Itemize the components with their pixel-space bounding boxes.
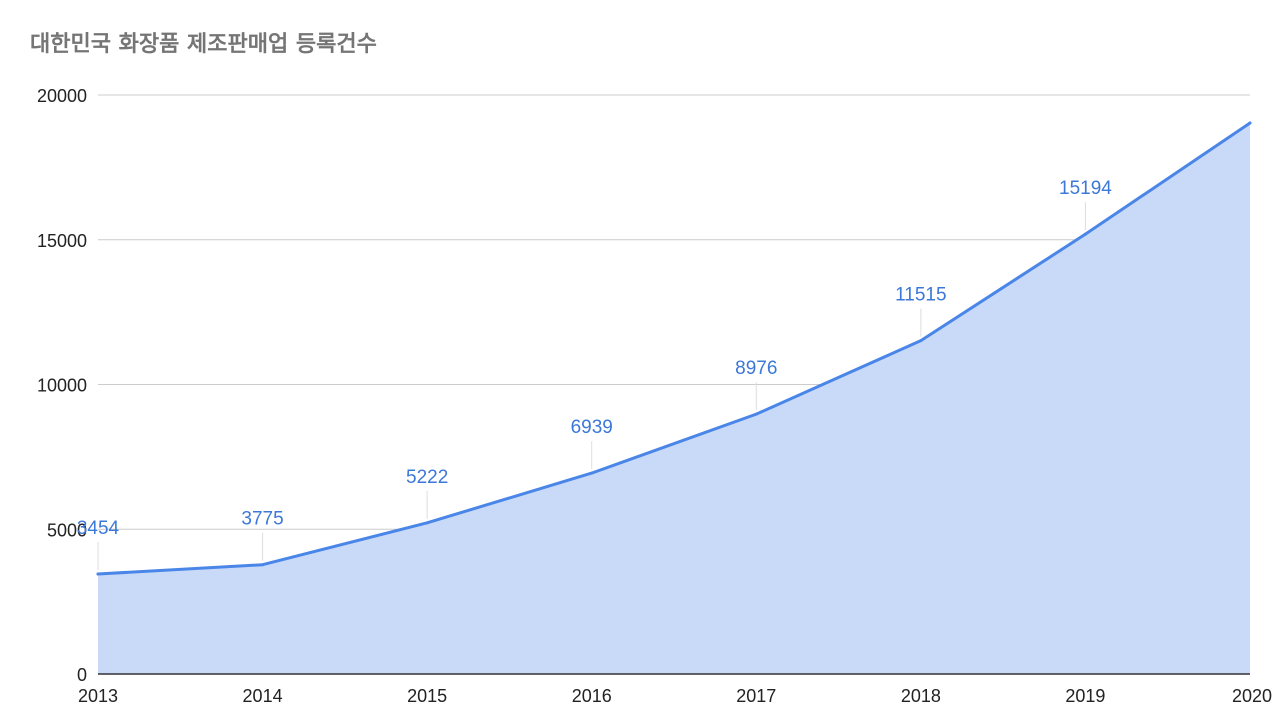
y-axis-ticks: 0 5000 10000 15000 20000 bbox=[37, 86, 87, 685]
data-label-2014: 3775 bbox=[241, 509, 283, 530]
data-point-2013 bbox=[96, 572, 100, 576]
x-tick-label-2013: 2013 bbox=[78, 686, 118, 706]
y-tick-label-5000: 5000 bbox=[47, 520, 87, 540]
area-fill-group bbox=[98, 123, 1250, 674]
data-label-2017: 8976 bbox=[735, 358, 777, 379]
data-labels: 3454 3775 5222 6939 8976 11515 15194 bbox=[77, 178, 1112, 539]
y-tick-label-10000: 10000 bbox=[37, 376, 87, 396]
series-line-group bbox=[96, 121, 1252, 576]
chart-title: 대한민국 화장품 제조판매업 등록건수 bbox=[30, 32, 377, 57]
series-line bbox=[96, 121, 1252, 576]
y-tick-label-20000: 20000 bbox=[37, 86, 87, 106]
x-tick-label-2016: 2016 bbox=[572, 686, 612, 706]
x-tick-label-2015: 2015 bbox=[407, 686, 447, 706]
x-tick-label-2020: 2020 bbox=[1232, 686, 1272, 706]
data-point-2014 bbox=[261, 563, 265, 567]
data-point-2018 bbox=[919, 339, 923, 343]
data-point-2016 bbox=[590, 471, 594, 475]
data-point-2015 bbox=[425, 521, 429, 525]
area-fill bbox=[98, 123, 1250, 674]
x-tick-label-2018: 2018 bbox=[901, 686, 941, 706]
x-axis-ticks: 2013 2014 2015 2016 2017 2018 2019 2020 bbox=[78, 686, 1272, 706]
data-point-2019 bbox=[1083, 232, 1087, 236]
y-tick-label-0: 0 bbox=[77, 665, 87, 685]
y-tick-label-15000: 15000 bbox=[37, 231, 87, 251]
data-point-2020 bbox=[1248, 121, 1252, 125]
x-tick-label-2019: 2019 bbox=[1065, 686, 1105, 706]
x-tick-label-2014: 2014 bbox=[243, 686, 283, 706]
data-point-2017 bbox=[754, 412, 758, 416]
x-tick-label-2017: 2017 bbox=[736, 686, 776, 706]
data-label-2018: 11515 bbox=[895, 285, 946, 306]
leader-lines bbox=[97, 202, 1086, 571]
data-label-2016: 6939 bbox=[571, 417, 613, 438]
data-label-2015: 5222 bbox=[406, 467, 448, 488]
data-label-2013: 3454 bbox=[77, 518, 120, 539]
data-label-2019: 15194 bbox=[1059, 178, 1112, 199]
